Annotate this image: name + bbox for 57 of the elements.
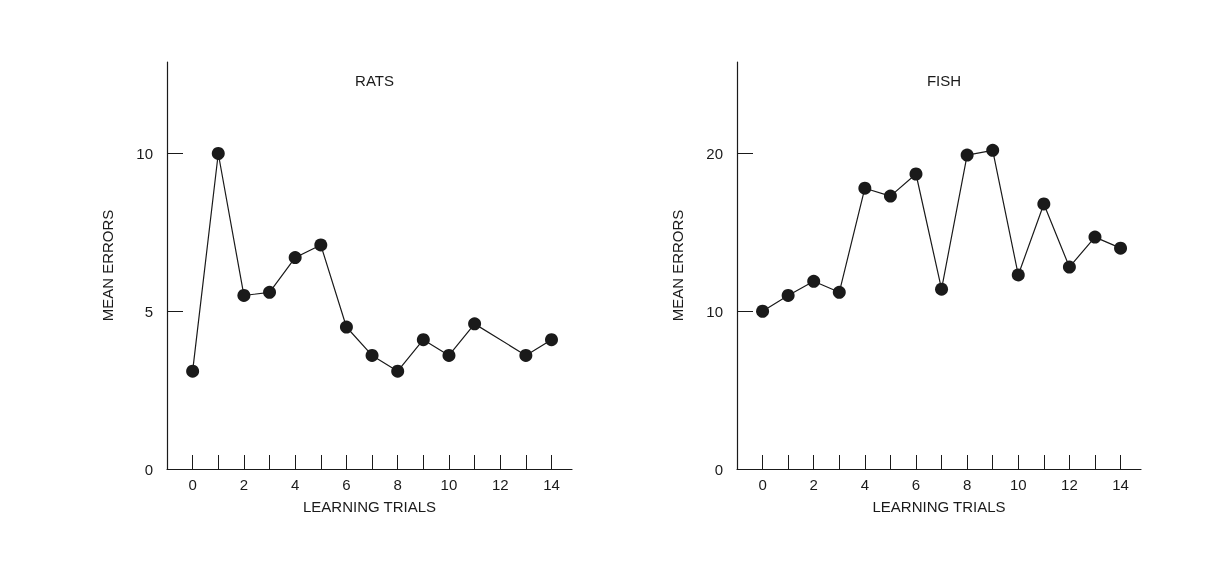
point [960, 148, 974, 162]
point [858, 181, 872, 195]
text: FISH [926, 72, 962, 89]
y-tick-label: 0 [144, 460, 153, 478]
point [1011, 268, 1025, 282]
point [442, 348, 456, 362]
x-tick-label: 0 [188, 476, 197, 493]
point [1088, 230, 1102, 244]
x-tick-label: 14 [543, 476, 560, 493]
x-tick-label: 12 [491, 476, 509, 493]
point [832, 285, 846, 299]
point [211, 147, 225, 160]
point [545, 333, 558, 347]
x-tick-label: 8 [393, 476, 402, 493]
x-tick-label: 6 [342, 476, 351, 493]
point [314, 238, 328, 252]
x-tick-label: 14 [1112, 476, 1129, 493]
y-tick-label: 5 [144, 302, 153, 320]
point [909, 167, 923, 181]
point [756, 304, 770, 318]
y-tick-label: 0 [714, 460, 723, 478]
y-tick-label: 10 [706, 302, 723, 320]
x-tick-label: 2 [239, 476, 249, 493]
point [935, 282, 949, 296]
x-tick-label: 10 [440, 476, 458, 493]
x-tick-label: 8 [962, 476, 972, 493]
point [1114, 241, 1128, 255]
x-tick-label: 12 [1061, 476, 1078, 493]
x-tick-label: 0 [758, 476, 767, 493]
point [1062, 260, 1076, 274]
y-axis-title: MEAN ERRORS [99, 209, 116, 322]
point [339, 320, 353, 334]
point [288, 251, 302, 265]
point [986, 143, 1000, 157]
point [807, 274, 821, 288]
point [237, 288, 251, 302]
y-axis-title: MEAN ERRORS [669, 209, 686, 322]
y-tick-label: 10 [136, 145, 153, 162]
point [365, 348, 379, 362]
point [186, 364, 200, 378]
x-axis-title: LEARNING TRIALS [302, 498, 437, 515]
point [391, 364, 405, 378]
x-tick-label: 2 [809, 476, 818, 493]
y-tick-label: 20 [706, 145, 723, 162]
point [781, 288, 795, 302]
text: RATS [355, 72, 394, 89]
point [468, 317, 482, 331]
x-tick-label: 4 [860, 476, 870, 493]
point [519, 348, 533, 362]
point [416, 333, 430, 347]
x-tick-label: 6 [911, 476, 921, 493]
x-axis-title: LEARNING TRIALS [872, 498, 1006, 515]
x-tick-label: 4 [290, 476, 300, 493]
point [263, 285, 277, 299]
x-tick-label: 10 [1009, 476, 1027, 493]
point [1037, 197, 1051, 211]
point [883, 189, 897, 203]
